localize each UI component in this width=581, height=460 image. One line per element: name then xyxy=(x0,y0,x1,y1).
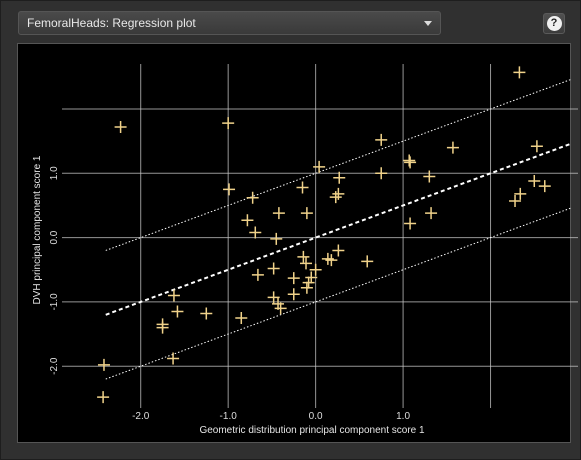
data-point xyxy=(267,291,280,304)
data-point xyxy=(329,191,342,204)
y-tick-label: -1.0 xyxy=(49,293,60,311)
data-point xyxy=(114,121,127,134)
data-point xyxy=(538,180,551,193)
data-point xyxy=(530,140,543,153)
data-point xyxy=(302,276,315,289)
data-point xyxy=(404,217,417,230)
data-point xyxy=(513,66,526,79)
data-point xyxy=(223,183,236,196)
data-point xyxy=(404,156,417,169)
data-point xyxy=(270,232,283,245)
upper-band-line xyxy=(105,78,572,251)
y-tick-label: 1.0 xyxy=(49,166,60,180)
data-point xyxy=(325,254,338,267)
x-axis-label: Geometric distribution principal compone… xyxy=(199,425,425,436)
data-point xyxy=(423,170,436,183)
plot-select-value: FemoralHeads: Regression plot xyxy=(27,16,196,30)
chevron-down-icon[interactable] xyxy=(424,21,432,26)
data-point xyxy=(333,171,346,184)
data-point xyxy=(296,181,309,194)
y-tick-label: -2.0 xyxy=(49,357,60,375)
data-point xyxy=(446,141,459,154)
data-point xyxy=(167,289,180,302)
data-point xyxy=(313,160,326,173)
data-point xyxy=(171,305,184,318)
data-point xyxy=(300,207,313,220)
plot-select-dropdown[interactable]: FemoralHeads: Regression plot xyxy=(18,11,441,35)
data-point xyxy=(249,226,262,239)
data-point xyxy=(305,271,318,284)
data-point xyxy=(361,255,374,268)
data-point xyxy=(528,175,541,188)
data-point xyxy=(287,288,300,301)
data-point xyxy=(241,214,254,227)
data-point xyxy=(375,133,388,146)
data-point xyxy=(222,117,235,130)
data-point xyxy=(235,311,248,324)
data-point xyxy=(156,321,169,334)
data-point xyxy=(309,263,322,276)
x-tick-label: -2.0 xyxy=(132,411,150,422)
data-point xyxy=(274,302,287,315)
x-tick-label: -1.0 xyxy=(220,411,238,422)
data-point xyxy=(97,358,110,371)
regression-line xyxy=(105,142,572,316)
help-button[interactable]: ? xyxy=(543,13,565,34)
lower-band-line xyxy=(105,207,572,380)
data-point xyxy=(375,167,388,180)
plot-area xyxy=(17,43,571,443)
data-point xyxy=(167,352,180,365)
data-point xyxy=(509,194,522,207)
data-point xyxy=(246,191,259,204)
data-point xyxy=(332,244,345,257)
data-point xyxy=(403,154,416,167)
x-tick-label: 1.0 xyxy=(396,411,410,422)
y-axis-label: DVH principal component score 1 xyxy=(32,155,43,304)
data-point xyxy=(332,187,345,200)
data-point xyxy=(251,268,264,281)
data-point xyxy=(300,257,313,270)
data-point xyxy=(297,250,310,263)
data-point xyxy=(200,307,213,320)
x-tick-label: 0.0 xyxy=(309,411,323,422)
data-point xyxy=(97,391,110,404)
data-point xyxy=(425,207,438,220)
data-point xyxy=(267,262,280,275)
data-point xyxy=(300,281,313,294)
help-icon: ? xyxy=(546,16,562,31)
data-point xyxy=(514,187,527,200)
y-tick-label: 0.0 xyxy=(49,230,60,244)
data-point xyxy=(272,207,285,220)
data-point xyxy=(287,272,300,285)
